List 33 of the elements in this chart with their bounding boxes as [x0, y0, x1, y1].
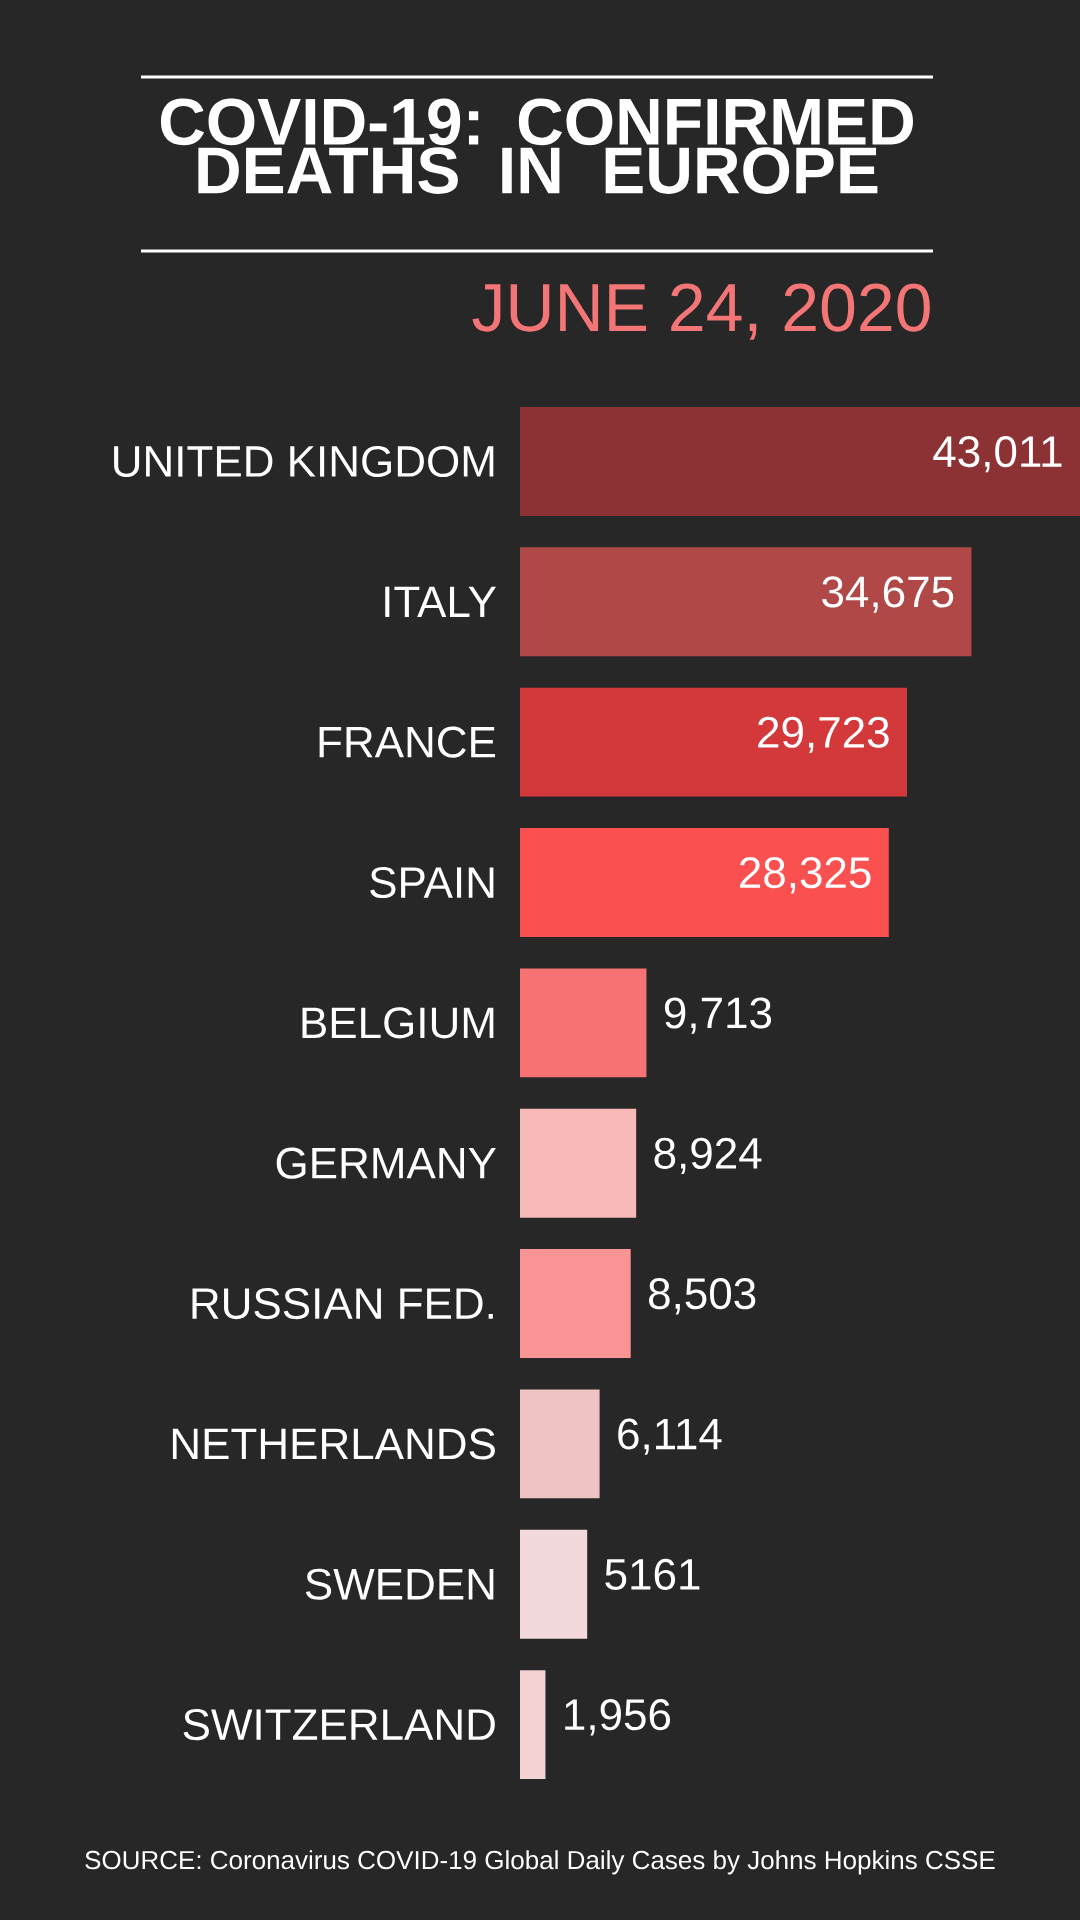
bar — [519, 547, 972, 657]
bar — [519, 687, 907, 797]
data-label: 29,723 — [758, 716, 889, 754]
chart-subtitle: JUNE 24, 2020 — [472, 283, 930, 340]
y-tick-label: NETHERLANDS — [172, 1428, 495, 1460]
data-label: 1,956 — [565, 1699, 671, 1736]
y-tick-label: BELGIUM — [302, 1007, 494, 1039]
bar — [519, 1249, 631, 1358]
source-note: SOURCE: Coronavirus COVID-19 Global Daily Cases by Johns Hopkins CSSE — [85, 1850, 995, 1875]
y-tick-label: GERMANY — [276, 1147, 496, 1179]
y-tick-label: SPAIN — [370, 866, 494, 899]
y-tick-label: SWEDEN — [305, 1568, 494, 1600]
y-tick-label: UNITED KINGDOM — [114, 445, 494, 478]
bar — [519, 1108, 637, 1218]
data-label: 5161 — [605, 1558, 700, 1590]
y-tick-label: ITALY — [385, 586, 496, 617]
bar — [519, 968, 647, 1078]
y-tick-label: SWITZERLAND — [183, 1708, 495, 1741]
bar — [519, 828, 889, 937]
chart-title: COVID-19: CONFIRMED DEATHS IN EUROPE — [160, 98, 913, 194]
data-label: 6,114 — [618, 1418, 722, 1455]
bar — [519, 1529, 588, 1639]
data-label: 8,503 — [649, 1278, 756, 1315]
bar — [519, 1389, 600, 1499]
y-tick-label: FRANCE — [319, 726, 496, 758]
bar — [519, 407, 1080, 516]
data-label: 43,011 — [933, 436, 1062, 473]
data-label: 9,713 — [664, 997, 772, 1034]
bar — [519, 1670, 546, 1780]
data-label: 34,675 — [822, 576, 954, 613]
data-label: 8,924 — [654, 1137, 762, 1175]
data-label: 28,325 — [740, 857, 871, 894]
y-tick-label: RUSSIAN FED. — [192, 1287, 493, 1320]
